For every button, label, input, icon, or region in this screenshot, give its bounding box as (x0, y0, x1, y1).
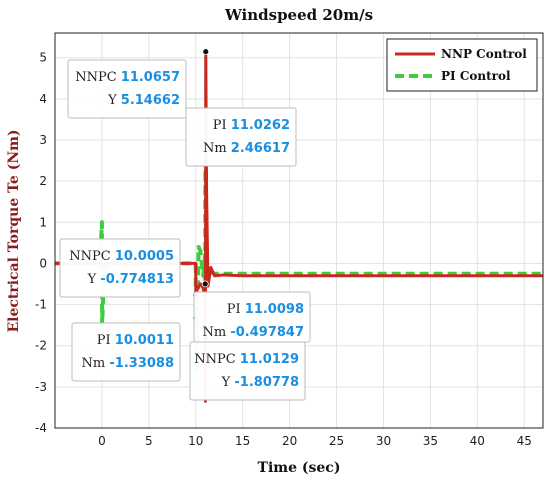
datatip-row-1: PI 11.0098 (227, 302, 304, 317)
datatip-label: Y (107, 93, 121, 108)
datatip-value: 11.0098 (245, 302, 304, 317)
datatip-label: NNPC (75, 70, 121, 85)
datatip-row-1: NNPC 11.0129 (194, 352, 299, 367)
datatip-box (71, 322, 181, 382)
x-tick-label: 40 (470, 434, 485, 448)
datatip-label: Nm (203, 325, 231, 340)
datatip-box (67, 59, 187, 119)
datatip-marker (201, 280, 209, 288)
chart-title: Windspeed 20m/s (224, 6, 373, 24)
datatip: NNPC 11.0129 Y -1.80778 (189, 341, 306, 401)
x-tick-label: 30 (376, 434, 391, 448)
datatip-value: 2.46617 (231, 141, 290, 156)
datatip-label: Nm (203, 141, 231, 156)
x-tick-label: 10 (188, 434, 203, 448)
datatip: PI 11.0098 Nm -0.497847 (193, 291, 311, 343)
x-tick-label: 0 (98, 434, 106, 448)
datatip-box (185, 107, 297, 167)
datatip-value: -0.774813 (100, 272, 174, 287)
legend-entry: PI Control (441, 69, 511, 83)
datatip-row-2: Nm -0.497847 (203, 325, 305, 340)
y-tick-label: 5 (39, 51, 47, 65)
legend-entry: NNP Control (441, 47, 527, 61)
y-tick-label: -4 (35, 421, 47, 435)
datatip-value: 11.0129 (240, 352, 299, 367)
datatip-row-2: Nm -1.33088 (82, 356, 174, 371)
y-tick-label: 4 (39, 92, 47, 106)
datatip-row-1: PI 11.0262 (213, 118, 290, 133)
datatip-marker (202, 48, 210, 56)
datatip-row-1: NNPC 10.0005 (69, 249, 174, 264)
datatip-label: PI (97, 333, 115, 348)
datatip-value: 10.0011 (115, 333, 174, 348)
x-axis-label: Time (sec) (258, 460, 341, 476)
y-tick-label: -2 (35, 339, 47, 353)
datatip-value: 11.0262 (231, 118, 290, 133)
datatip-label: PI (227, 302, 245, 317)
datatip-row-2: Y 5.14662 (107, 93, 180, 108)
datatip-row-1: NNPC 11.0657 (75, 70, 180, 85)
x-tick-label: 45 (517, 434, 532, 448)
datatip-row-2: Y -1.80778 (221, 375, 299, 390)
datatip-row-2: Y -0.774813 (87, 272, 174, 287)
datatip-label: NNPC (69, 249, 115, 264)
datatip: PI 10.0011 Nm -1.33088 (71, 322, 181, 382)
datatip-row-1: PI 10.0011 (97, 333, 174, 348)
datatip-value: 5.14662 (121, 93, 180, 108)
datatip: NNPC 10.0005 Y -0.774813 (59, 238, 181, 298)
datatip-box (59, 238, 181, 298)
datatip-label: Nm (82, 356, 110, 371)
x-tick-label: 25 (329, 434, 344, 448)
x-tick-label: 15 (235, 434, 250, 448)
y-tick-label: 3 (39, 133, 47, 147)
x-tick-label: 5 (145, 434, 153, 448)
y-tick-label: -3 (35, 380, 47, 394)
datatip-label: Y (221, 375, 235, 390)
x-tick-label: 35 (423, 434, 438, 448)
datatip-label: NNPC (194, 352, 240, 367)
datatip-value: 11.0657 (121, 70, 180, 85)
plot-frame (54, 32, 544, 429)
y-tick-label: 1 (39, 215, 47, 229)
datatip-value: -1.33088 (109, 356, 174, 371)
datatip-box (189, 341, 306, 401)
datatip-label: Y (87, 272, 101, 287)
y-tick-label: 2 (39, 174, 47, 188)
x-tick-label: 20 (282, 434, 297, 448)
datatip-value: 10.0005 (115, 249, 174, 264)
datatip-value: -0.497847 (230, 325, 304, 340)
y-tick-label: 0 (39, 256, 47, 270)
datatip-label: PI (213, 118, 231, 133)
legend: NNP Control PI Control (386, 38, 538, 92)
y-tick-label: -1 (35, 298, 47, 312)
y-axis-label: Electrical Torque Te (Nm) (6, 129, 22, 332)
legend-box (386, 38, 538, 92)
datatip-value: -1.80778 (234, 375, 299, 390)
datatip-row-2: Nm 2.46617 (203, 141, 290, 156)
